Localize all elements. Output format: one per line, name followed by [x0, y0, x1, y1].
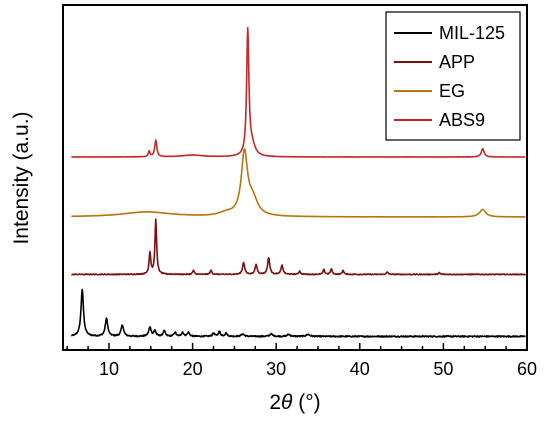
ticks-layer: [67, 343, 527, 350]
x-tick-label: 30: [266, 359, 286, 379]
x-tick-label: 10: [99, 359, 119, 379]
x-axis-title: 2θ (°): [269, 391, 320, 414]
x-tick-label: 60: [517, 359, 537, 379]
series-line-eg: [71, 149, 525, 217]
legend-label-mil-125: MIL-125: [439, 23, 505, 43]
labels-layer: 10 20 30 40 50 60: [99, 359, 537, 379]
legend-label-app: APP: [439, 52, 475, 72]
legend-label-eg: EG: [439, 81, 465, 101]
legend: MIL-125 APP EG ABS9: [386, 12, 520, 140]
series-line-mil-125: [71, 289, 525, 337]
x-tick-label: 20: [183, 359, 203, 379]
series-line-app: [71, 219, 525, 275]
legend-label-abs9: ABS9: [439, 110, 485, 130]
x-tick-label: 40: [350, 359, 370, 379]
x-tick-label: 50: [433, 359, 453, 379]
y-axis-title: Intensity (a.u.): [10, 111, 33, 244]
